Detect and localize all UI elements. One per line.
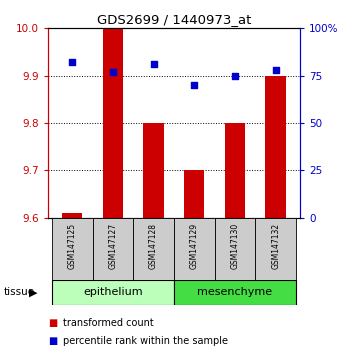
Text: percentile rank within the sample: percentile rank within the sample (63, 336, 228, 346)
Text: ▶: ▶ (29, 287, 38, 297)
Bar (214, 218, 255, 280)
Bar (184, 170, 205, 218)
Bar (52, 218, 92, 280)
Title: GDS2699 / 1440973_at: GDS2699 / 1440973_at (97, 13, 251, 26)
Text: GSM147130: GSM147130 (231, 223, 239, 269)
Text: transformed count: transformed count (63, 318, 154, 328)
Bar (133, 218, 174, 280)
Point (192, 82, 197, 88)
Point (232, 73, 238, 79)
Point (110, 69, 116, 75)
Bar (255, 218, 296, 280)
Bar (266, 76, 286, 218)
Point (273, 67, 278, 73)
Point (70, 59, 75, 65)
Text: GSM147127: GSM147127 (108, 223, 117, 269)
Bar (103, 28, 123, 218)
Text: GSM147128: GSM147128 (149, 223, 158, 269)
Text: tissue: tissue (3, 287, 34, 297)
Text: GSM147132: GSM147132 (271, 223, 280, 269)
Bar (52, 280, 174, 305)
Bar (62, 213, 82, 218)
Point (151, 62, 156, 67)
Text: GSM147125: GSM147125 (68, 223, 77, 269)
Bar (143, 123, 164, 218)
Bar (225, 123, 245, 218)
Text: mesenchyme: mesenchyme (197, 287, 272, 297)
Text: ■: ■ (48, 318, 57, 328)
Bar (174, 280, 296, 305)
Bar (92, 218, 133, 280)
Text: epithelium: epithelium (83, 287, 143, 297)
Text: GSM147129: GSM147129 (190, 223, 199, 269)
Text: ■: ■ (48, 336, 57, 346)
Bar (174, 218, 214, 280)
